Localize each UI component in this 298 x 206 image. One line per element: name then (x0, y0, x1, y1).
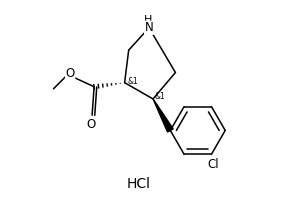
Text: O: O (86, 118, 96, 131)
Text: O: O (66, 67, 75, 80)
Text: HCl: HCl (127, 177, 151, 191)
Text: &1: &1 (155, 92, 165, 101)
Text: H: H (144, 15, 152, 25)
Polygon shape (153, 99, 173, 132)
Text: &1: &1 (128, 77, 138, 86)
Text: N: N (145, 21, 153, 34)
Text: Cl: Cl (207, 158, 219, 171)
